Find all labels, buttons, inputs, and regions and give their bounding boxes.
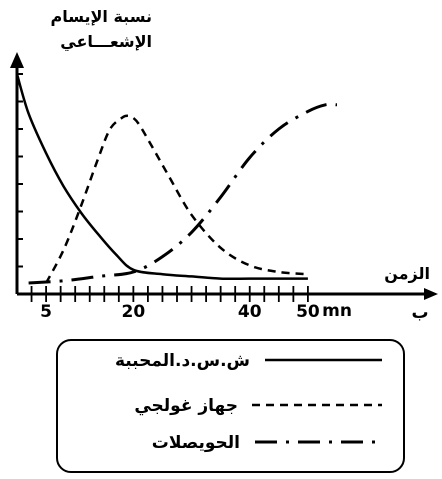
plot-area: 5 20 40 50: [10, 52, 438, 322]
series-line-3: [28, 102, 338, 285]
x-tick-label: 5: [40, 302, 52, 322]
y-axis-title-line-2: الإشعـــاعي: [60, 32, 152, 52]
x-tick-label: 40: [238, 302, 262, 322]
x-axis-unit: mn: [322, 301, 352, 321]
x-axis-title: الزمن: [384, 264, 430, 283]
series-line-2: [44, 114, 309, 284]
legend-item-1: ش.س.د.المحببة: [115, 351, 250, 371]
y-axis-title-line-1: نسبة الإيسام: [50, 7, 152, 26]
series-line-1: [15, 73, 308, 281]
x-axis-arrowhead: [424, 288, 438, 300]
y-axis-arrowhead: [10, 52, 24, 68]
x-tick-label: 20: [122, 302, 146, 322]
legend: ش.س.د.المحببة جهاز غولجي الحويصلات: [56, 339, 405, 473]
legend-item-2: جهاز غولجي: [134, 396, 238, 416]
x-axis-unit-prefix: ب: [411, 303, 428, 323]
legend-item-3: الحويصلات: [152, 433, 240, 453]
legend-frame: [56, 339, 405, 473]
x-tick-label: 50: [296, 302, 320, 322]
